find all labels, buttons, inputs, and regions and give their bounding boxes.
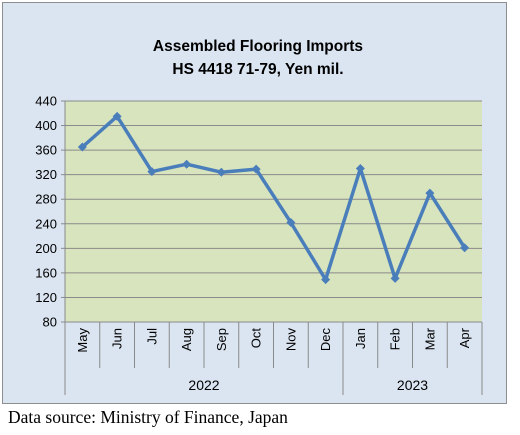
data-point [147, 167, 157, 177]
chart-frame: Assembled Flooring Imports HS 4418 71-79… [2, 2, 507, 404]
x-group-label: 2023 [397, 377, 428, 393]
data-point [355, 164, 365, 174]
y-tick-label: 360 [35, 143, 57, 158]
y-tick-label: 440 [35, 94, 57, 109]
data-point [286, 218, 296, 228]
x-tick-label: Feb [388, 328, 403, 350]
plot-background [65, 101, 482, 322]
data-point [216, 167, 226, 177]
x-tick-label: Sep [214, 328, 229, 351]
x-tick-label: Oct [249, 328, 264, 349]
plot-area: 80 120 160 200 240 280 320 360 400 440 2022 2023 May… [35, 94, 483, 395]
x-tick-label: Aug [179, 328, 194, 351]
x-group-label: 2022 [188, 377, 219, 393]
data-point [321, 275, 331, 285]
y-tick-label: 320 [35, 167, 57, 182]
y-tick-label: 120 [35, 290, 57, 305]
y-tick-label: 400 [35, 118, 57, 133]
y-tick-label: 240 [35, 216, 57, 231]
data-point [112, 111, 122, 121]
data-point [77, 142, 87, 152]
x-tick-label: Apr [457, 327, 472, 348]
data-source-note: Data source: Ministry of Finance, Japan [8, 407, 288, 427]
line-chart: Assembled Flooring Imports HS 4418 71-79… [35, 38, 483, 395]
x-tick-label: Mar [422, 327, 437, 350]
y-tick-label: 80 [43, 315, 57, 330]
y-tick-label: 160 [35, 265, 57, 280]
x-tick-label: Jan [353, 328, 368, 349]
y-tick-label: 200 [35, 241, 57, 256]
x-tick-label: Nov [283, 328, 298, 352]
x-tick-label: May [75, 328, 90, 353]
data-point [251, 164, 261, 174]
x-tick-label: Jun [110, 328, 125, 349]
x-tick-label: Jul [144, 328, 159, 345]
data-point [390, 273, 400, 283]
data-point [460, 243, 470, 253]
series-line [80, 114, 467, 282]
data-point [425, 188, 435, 198]
x-tick-label: Dec [318, 328, 333, 352]
chart-title-line-1: Assembled Flooring Imports [153, 38, 363, 55]
y-tick-label: 280 [35, 192, 57, 207]
data-point [182, 159, 192, 169]
chart-title-line-2: HS 4418 71-79, Yen mil. [172, 61, 343, 78]
